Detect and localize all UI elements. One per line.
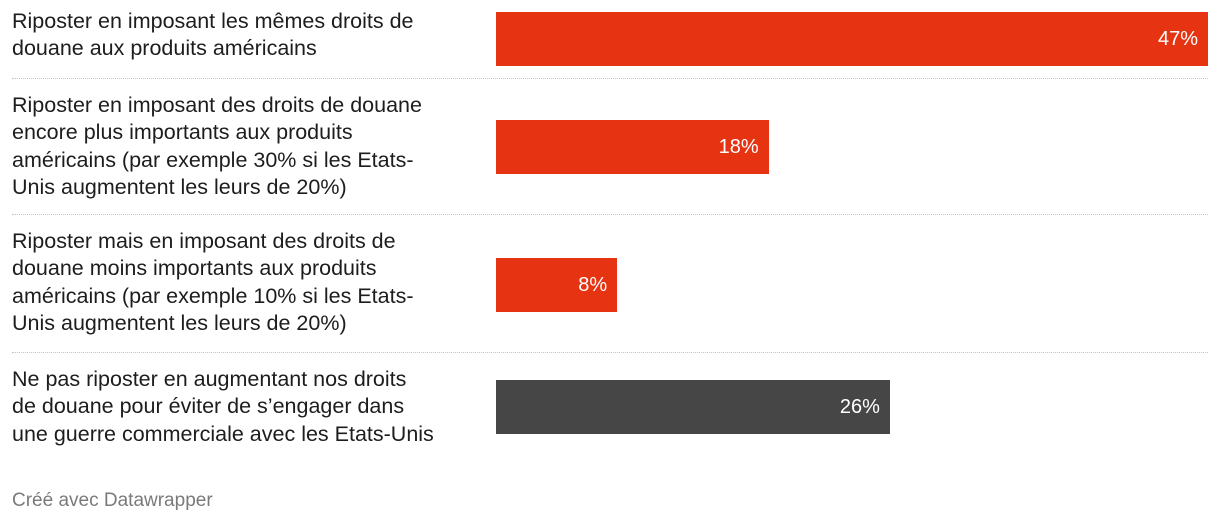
chart-row: Riposter mais en imposant des droits de … [12,228,1208,350]
chart-row: Ne pas riposter en augmentant nos droits… [12,366,1208,462]
chart-row: Riposter en imposant les mêmes droits de… [12,8,1208,74]
chart-row: Riposter en imposant des droits de douan… [12,92,1208,212]
category-label: Riposter en imposant des droits de douan… [12,93,422,199]
bar: 47% [496,12,1208,66]
category-label: Riposter en imposant les mêmes droits de… [12,9,414,61]
bar-value-label: 47% [1157,28,1198,50]
category-label: Riposter mais en imposant des droits de … [12,229,414,335]
bar-value-label: 8% [578,274,608,296]
category-label: Ne pas riposter en augmentant nos droits… [12,367,434,446]
bar-value-label: 18% [718,136,759,158]
row-divider [12,214,1208,215]
credit-footer: Créé avec Datawrapper [12,490,213,511]
bar: 18% [496,120,769,174]
bar: 8% [496,258,618,312]
row-divider [12,78,1208,79]
row-divider [12,352,1208,353]
bar-value-label: 26% [839,396,880,418]
bar: 26% [496,380,890,434]
